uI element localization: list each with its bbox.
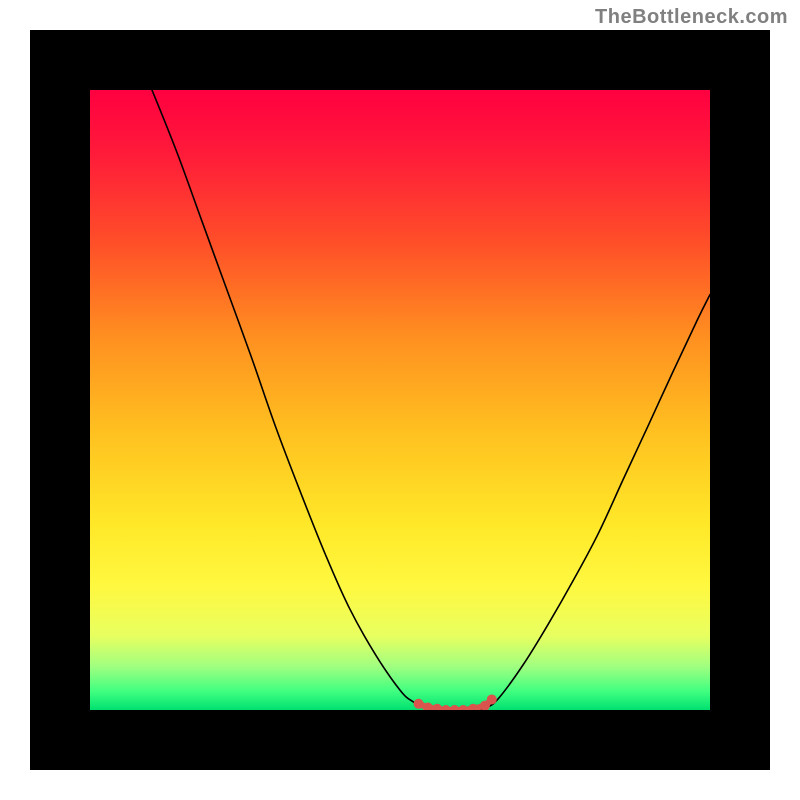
watermark-label: TheBottleneck.com bbox=[595, 6, 788, 29]
bottleneck-chart bbox=[0, 0, 800, 800]
series-marker bbox=[414, 699, 424, 709]
chart-container: TheBottleneck.com bbox=[0, 0, 800, 800]
plot-background bbox=[90, 90, 710, 710]
series-marker bbox=[487, 694, 497, 704]
